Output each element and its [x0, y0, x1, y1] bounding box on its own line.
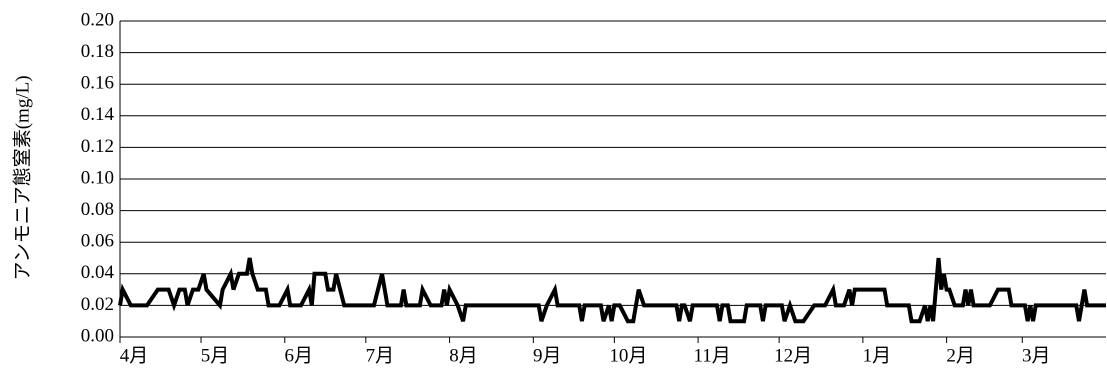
x-tick-label: 2月: [946, 345, 975, 366]
y-tick-label: 0.00: [81, 325, 114, 346]
y-tick-label: 0.20: [81, 9, 114, 30]
x-tick-label: 9月: [533, 345, 562, 366]
y-tick-label: 0.16: [81, 73, 114, 94]
x-tick-label: 4月: [120, 345, 149, 366]
x-tick-label: 7月: [366, 345, 395, 366]
y-tick-label: 0.08: [81, 199, 114, 220]
data-line: [118, 257, 1106, 324]
x-tick-label: 6月: [285, 345, 314, 366]
y-tick-label: 0.14: [81, 104, 115, 125]
x-tick-label: 8月: [449, 345, 478, 366]
y-tick-label: 0.12: [81, 136, 114, 157]
x-tick-label: 10月: [609, 345, 647, 366]
y-axis-label: アンモニア態窒素(mg/L): [11, 75, 33, 280]
x-tick-label: 12月: [774, 345, 812, 366]
y-tick-label: 0.02: [81, 294, 114, 315]
y-tick-label: 0.18: [81, 41, 114, 62]
y-tick-label: 0.04: [81, 262, 115, 283]
y-tick-label: 0.06: [81, 231, 114, 252]
x-tick-label: 5月: [201, 345, 230, 366]
y-tick-label: 0.10: [81, 167, 114, 188]
x-tick-label: 3月: [1022, 345, 1051, 366]
x-tick-label: 1月: [863, 345, 892, 366]
x-tick-label: 11月: [693, 345, 730, 366]
